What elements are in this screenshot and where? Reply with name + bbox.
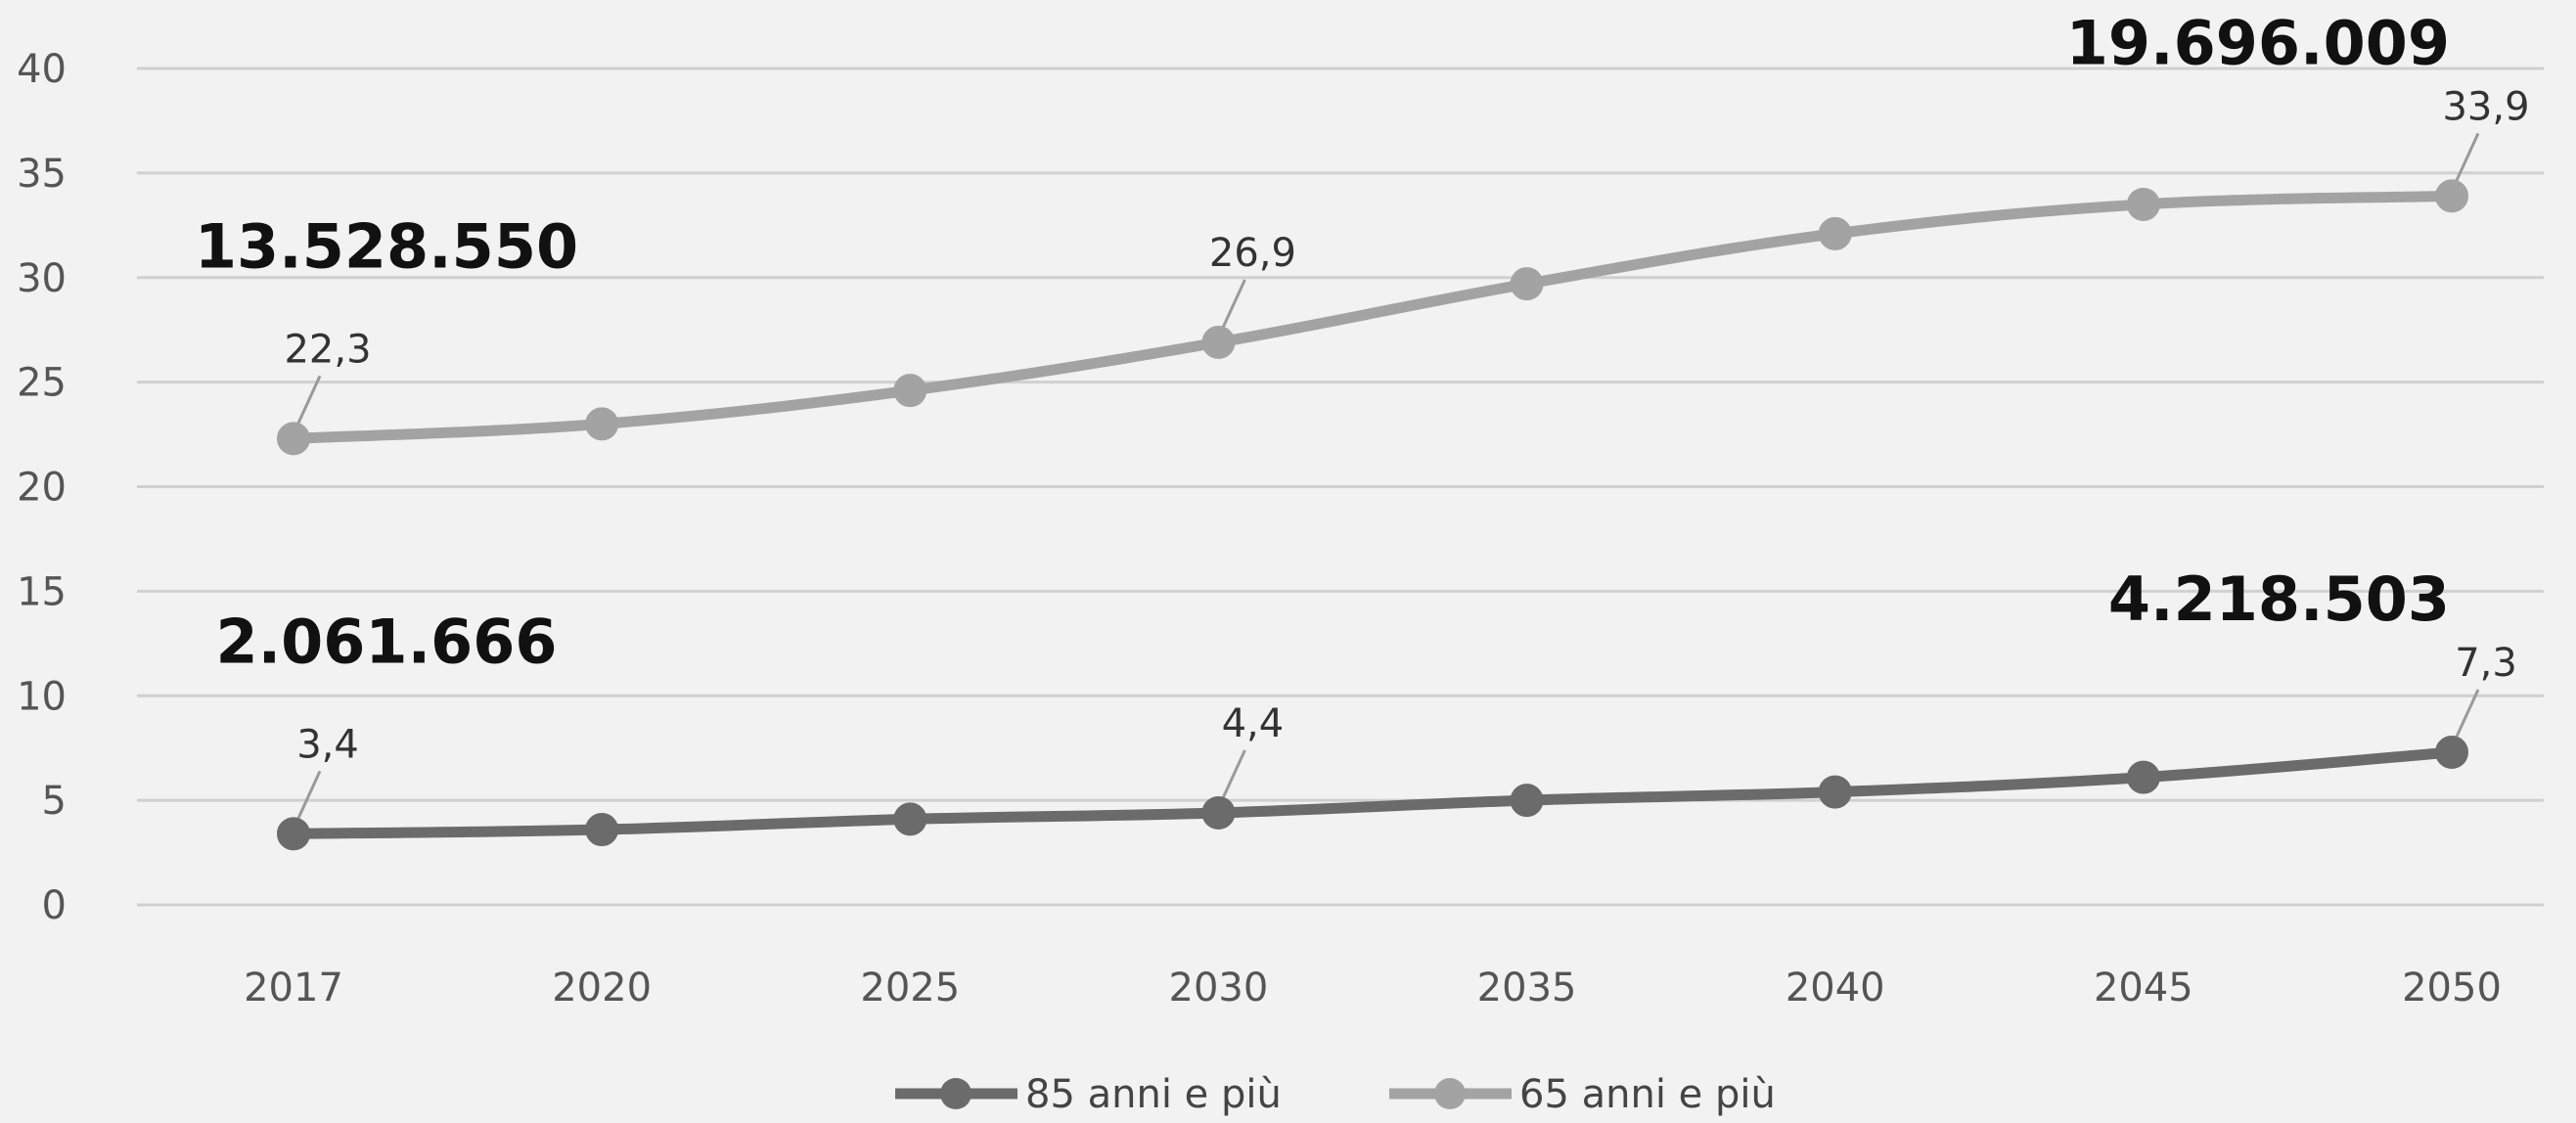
leader-line: [2455, 132, 2480, 182]
series-65-plus: [277, 179, 2468, 456]
series-85-plus: [277, 735, 2468, 851]
legend-marker: [940, 1078, 972, 1109]
x-tick-label: 2017: [244, 966, 343, 1011]
leader-line: [296, 375, 322, 424]
y-tick-label: 30: [17, 256, 67, 301]
data-point: [1818, 216, 1852, 250]
data-point: [1201, 326, 1236, 360]
data-labels: 22,3 26,9 33,9 3,4 4,4 7,3: [284, 84, 2530, 819]
x-tick-label: 2020: [552, 966, 652, 1011]
data-point: [277, 422, 310, 456]
data-point: [2435, 179, 2468, 213]
data-label: 4,4: [1222, 701, 1285, 746]
legend-marker: [1434, 1078, 1466, 1109]
x-tick-label: 2030: [1169, 966, 1269, 1011]
data-point: [585, 407, 619, 441]
data-label: 26,9: [1209, 231, 1296, 276]
y-tick-label: 15: [17, 569, 67, 614]
data-point: [893, 802, 927, 836]
legend-item: 85 anni e più: [895, 1072, 1282, 1117]
leader-line: [2455, 689, 2480, 738]
annotation-total: 19.696.009: [2066, 7, 2450, 78]
x-axis-ticks: 2017 2020 2025 2030 2035 2040 2045 2050: [244, 966, 2502, 1011]
legend-label: 65 anni e più: [1519, 1072, 1776, 1117]
x-tick-label: 2040: [1785, 966, 1885, 1011]
y-tick-label: 20: [17, 466, 67, 511]
data-point: [585, 813, 619, 847]
leader-line: [1222, 749, 1246, 798]
series-line: [288, 746, 2458, 839]
data-point: [1201, 795, 1236, 830]
legend-item: 65 anni e più: [1389, 1072, 1776, 1117]
y-tick-label: 35: [17, 152, 67, 197]
data-label: 3,4: [296, 722, 359, 767]
gridlines: [137, 67, 2544, 907]
data-point: [893, 374, 927, 408]
annotations: 13.528.550 19.696.009 2.061.666 4.218.503: [195, 7, 2450, 677]
y-axis-ticks: 0 5 10 15 20 25 30 35 40: [17, 47, 67, 928]
legend-label: 85 anni e più: [1025, 1072, 1282, 1117]
legend: 85 anni e più 65 anni e più: [895, 1072, 1776, 1117]
x-tick-label: 2050: [2402, 966, 2502, 1011]
data-point: [1818, 775, 1852, 809]
series-lines: [277, 179, 2468, 851]
data-point: [2126, 187, 2160, 221]
x-tick-label: 2035: [1477, 966, 1577, 1011]
data-point: [2126, 760, 2160, 794]
data-label: 33,9: [2442, 84, 2529, 129]
data-point: [2435, 735, 2468, 769]
y-tick-label: 0: [42, 883, 67, 928]
data-point: [277, 817, 310, 851]
data-point: [1510, 267, 1544, 301]
y-tick-label: 10: [17, 674, 67, 719]
annotation-total: 2.061.666: [215, 606, 557, 677]
data-point: [1510, 784, 1544, 818]
y-tick-label: 5: [42, 779, 67, 824]
x-tick-label: 2025: [860, 966, 960, 1011]
series-line: [288, 190, 2458, 444]
y-tick-label: 25: [17, 361, 67, 406]
leader-line: [1222, 279, 1246, 328]
data-label: 22,3: [284, 327, 371, 372]
annotation-total: 4.218.503: [2108, 563, 2450, 635]
annotation-total: 13.528.550: [195, 210, 578, 282]
x-tick-label: 2045: [2094, 966, 2193, 1011]
data-label: 7,3: [2455, 641, 2517, 686]
leader-line: [296, 770, 322, 819]
y-tick-label: 40: [17, 47, 67, 92]
